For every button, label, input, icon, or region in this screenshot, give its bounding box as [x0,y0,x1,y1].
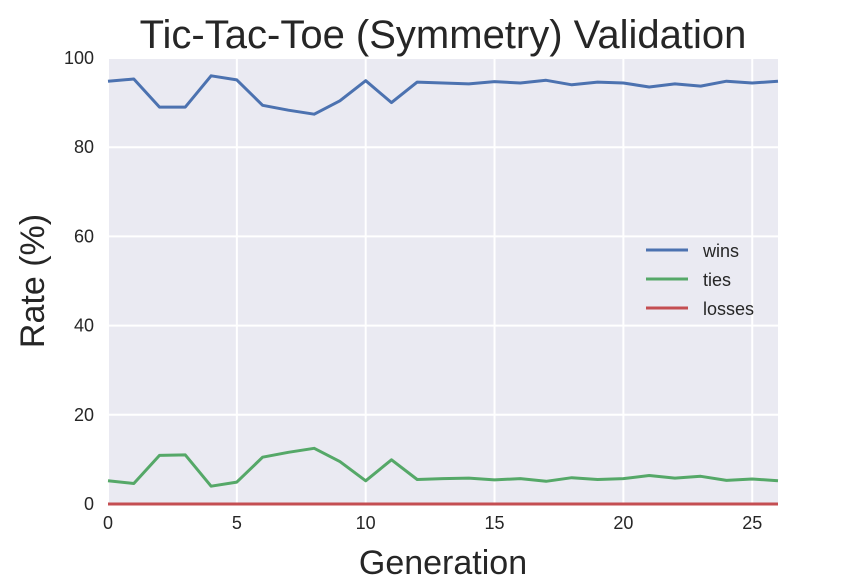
legend-item-losses: losses [646,299,754,319]
legend-label-losses: losses [703,299,754,319]
series-lines [107,74,779,506]
y-tick-label: 40 [74,316,94,336]
legend-label-wins: wins [702,241,739,261]
x-tick-label: 10 [356,513,376,533]
plot-area [108,58,778,504]
x-tick-label: 15 [485,513,505,533]
series-line-wins [107,74,779,116]
legend: wins ties losses [646,241,754,319]
x-tick-label: 0 [103,513,113,533]
tick-labels: 0 5 10 15 20 25 0 20 40 60 80 100 [64,48,762,533]
y-tick-label: 100 [64,48,94,68]
y-axis-label: Rate (%) [14,214,52,348]
x-axis-label: Generation [359,544,527,576]
legend-label-ties: ties [703,270,731,290]
x-tick-label: 5 [232,513,242,533]
series-line-ties [107,446,779,488]
legend-item-wins: wins [646,241,739,261]
y-tick-label: 20 [74,405,94,425]
y-tick-label: 80 [74,137,94,157]
x-tick-label: 20 [613,513,633,533]
y-tick-label: 0 [84,494,94,514]
y-tick-label: 60 [74,226,94,246]
legend-item-ties: ties [646,270,731,290]
chart-title: Tic-Tac-Toe (Symmetry) Validation [140,13,747,57]
x-tick-label: 25 [742,513,762,533]
